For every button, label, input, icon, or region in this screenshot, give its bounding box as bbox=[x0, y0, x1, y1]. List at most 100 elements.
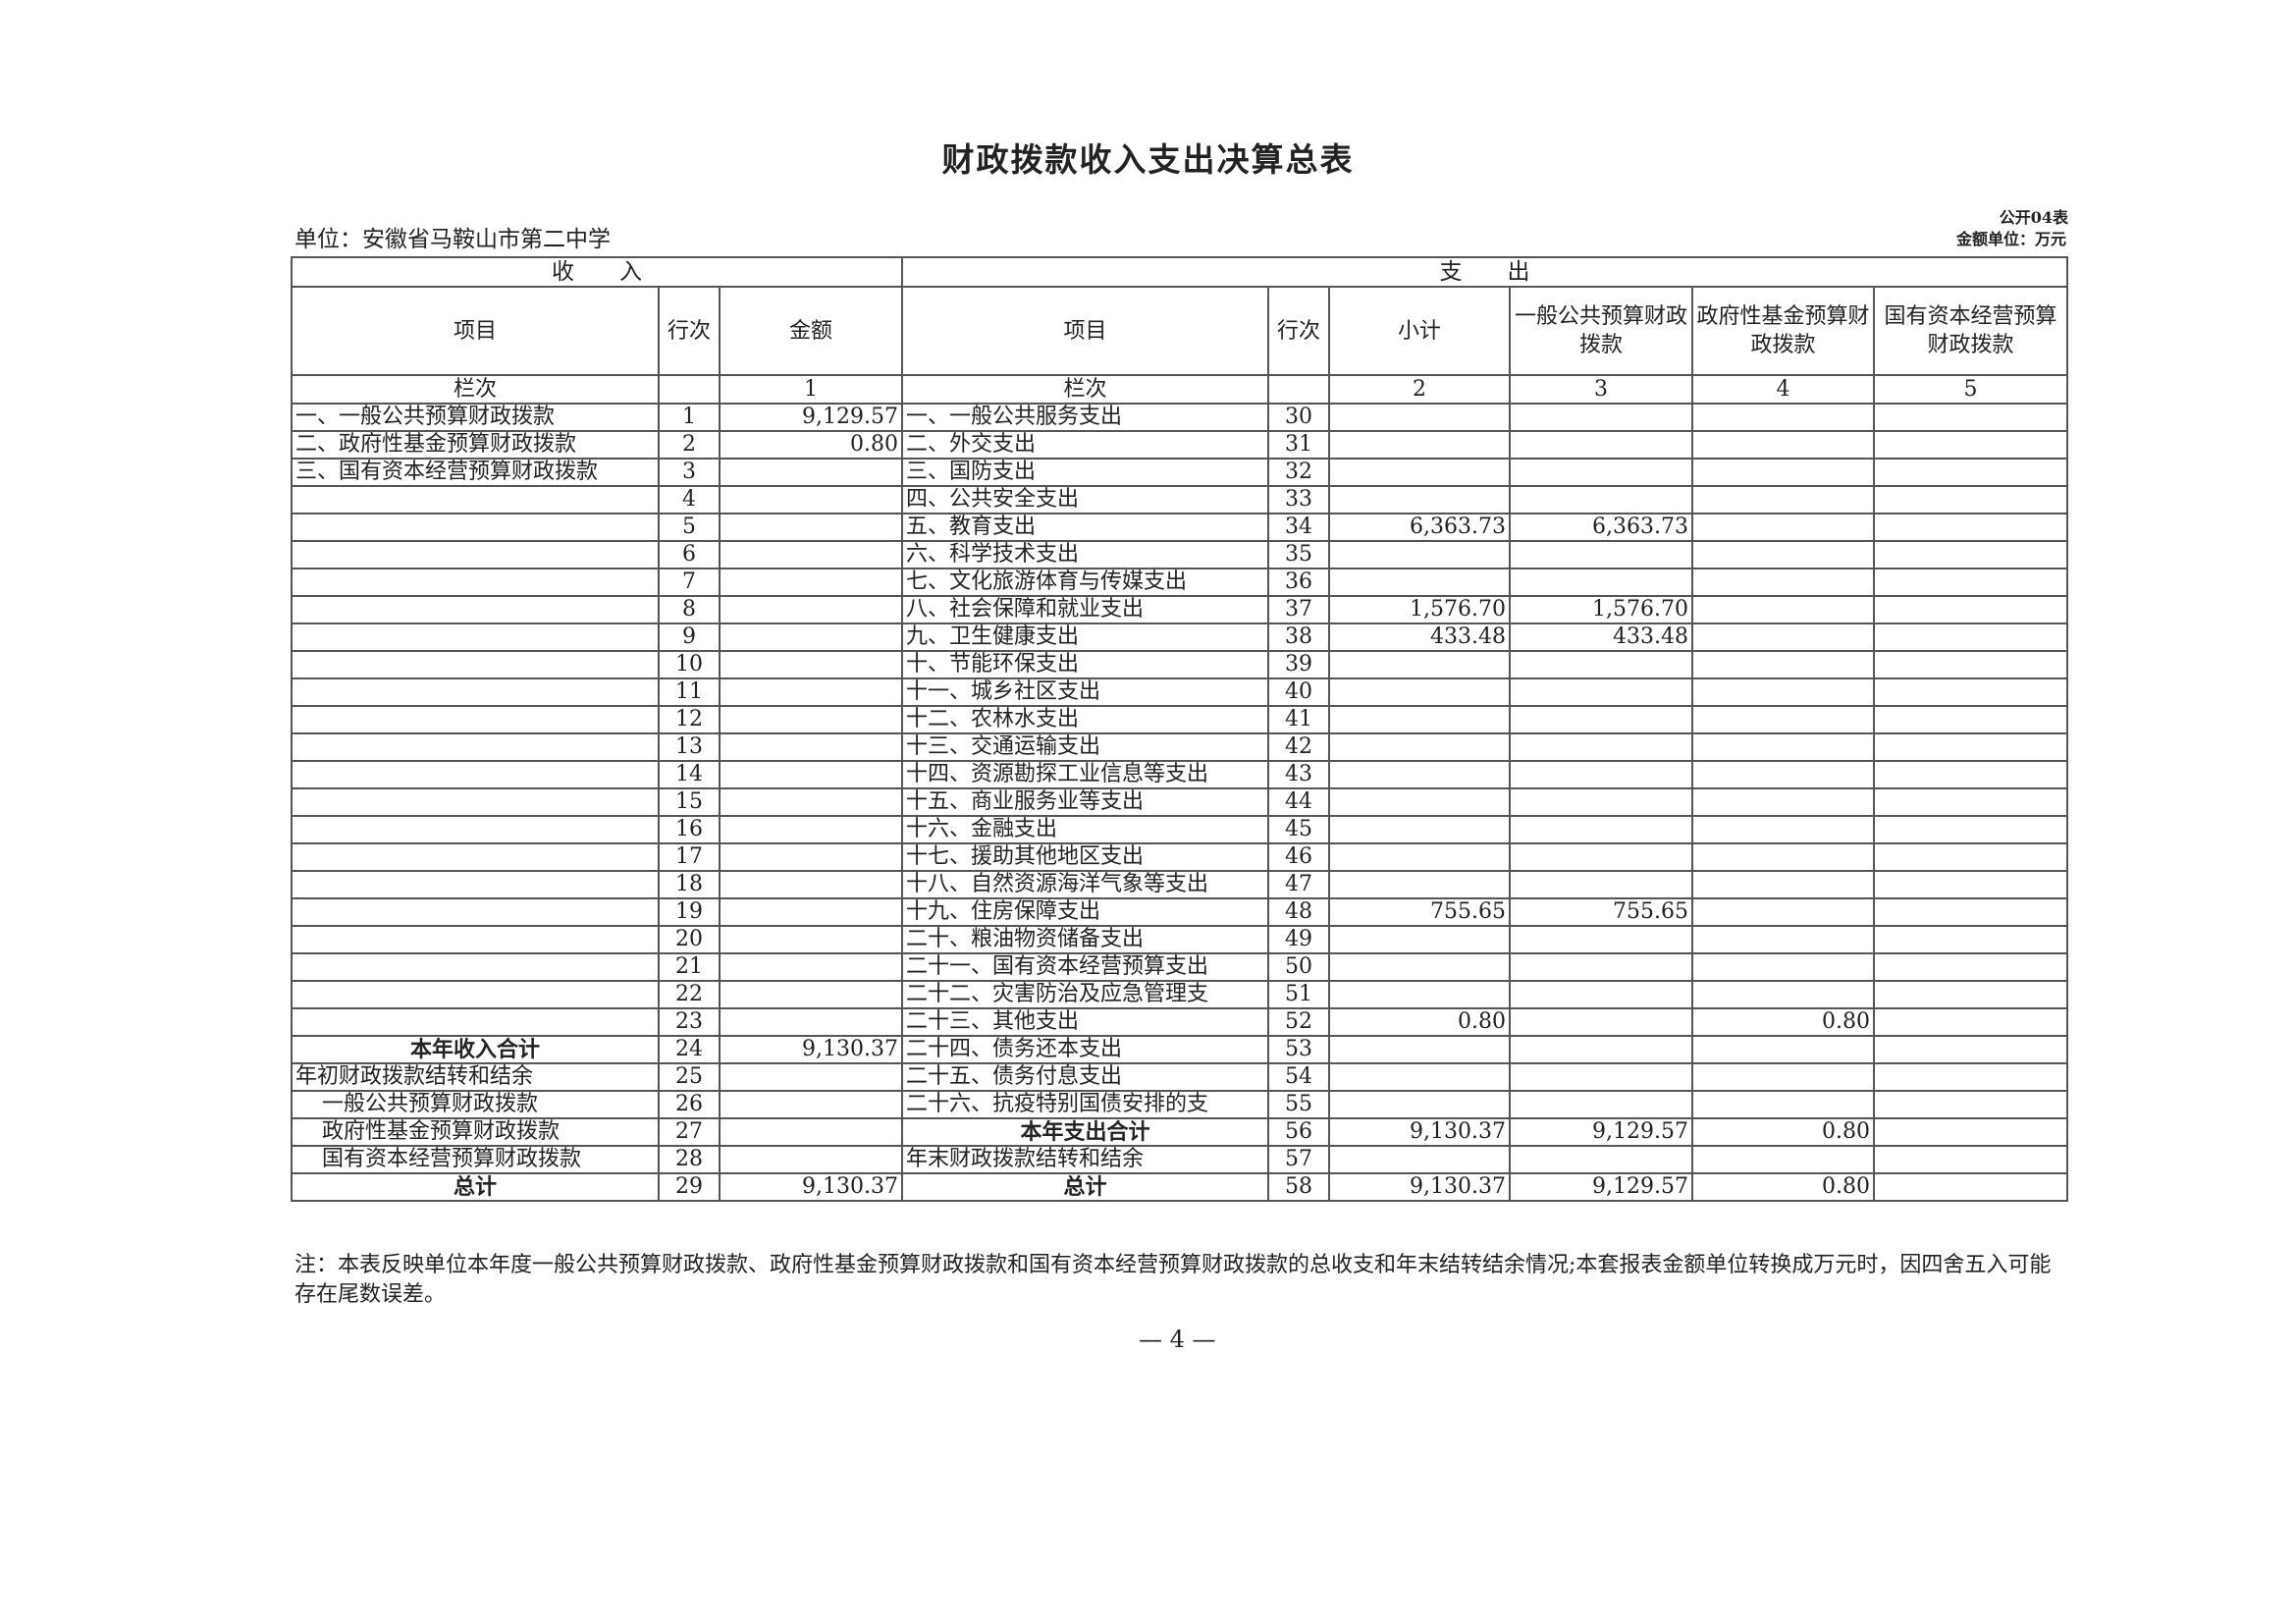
income-row-no-cell: 19 bbox=[658, 897, 721, 927]
expense-row-no-cell: 48 bbox=[1267, 897, 1331, 927]
money-unit: 金额单位：万元 bbox=[1955, 230, 2066, 248]
col-expense-row-no: 行次 bbox=[1267, 286, 1331, 376]
state-capital-cell bbox=[1873, 1035, 2069, 1064]
general-budget-cell: 1,576.70 bbox=[1509, 595, 1694, 624]
table-row: 本年收入合计 24 9,130.37 二十四、债务还本支出 53 bbox=[291, 1035, 2069, 1064]
subtotal-cell bbox=[1328, 732, 1512, 762]
expense-row-no-cell: 47 bbox=[1267, 870, 1331, 899]
income-row-no-cell: 6 bbox=[658, 540, 721, 569]
expense-row-no-cell: 56 bbox=[1267, 1117, 1331, 1147]
table-row: 总计 29 9,130.37 总计 58 9,130.37 9,129.57 0.80 bbox=[291, 1172, 2069, 1202]
expense-row-no-cell: 41 bbox=[1267, 705, 1331, 734]
general-budget-cell bbox=[1509, 458, 1694, 487]
gov-fund-cell bbox=[1691, 595, 1876, 624]
gov-fund-cell bbox=[1691, 705, 1876, 734]
income-row-no-cell: 17 bbox=[658, 842, 721, 872]
income-item-cell bbox=[291, 705, 660, 734]
gov-fund-cell bbox=[1691, 760, 1876, 789]
gov-fund-cell bbox=[1691, 842, 1876, 872]
expense-item-cell: 七、文化旅游体育与传媒支出 bbox=[901, 568, 1270, 597]
income-header: 收 入 bbox=[290, 256, 904, 288]
income-item-cell: 政府性基金预算财政拨款 bbox=[291, 1117, 660, 1147]
state-capital-cell bbox=[1873, 1090, 2069, 1119]
income-row-no-cell: 4 bbox=[658, 485, 721, 514]
state-capital-cell bbox=[1873, 1062, 2069, 1092]
subtotal-cell bbox=[1328, 403, 1512, 432]
subtotal-cell bbox=[1328, 870, 1512, 899]
income-amount-cell bbox=[718, 1117, 904, 1147]
income-item-cell bbox=[291, 760, 660, 789]
expense-item-cell: 二十五、债务付息支出 bbox=[901, 1062, 1270, 1092]
subtotal-cell: 9,130.37 bbox=[1328, 1117, 1512, 1147]
expense-header: 支 出 bbox=[901, 256, 2069, 288]
income-row-no-cell: 14 bbox=[658, 760, 721, 789]
income-row-no-cell: 29 bbox=[658, 1172, 721, 1202]
income-row-no-cell: 25 bbox=[658, 1062, 721, 1092]
expense-row-no-cell: 37 bbox=[1267, 595, 1331, 624]
expense-item-cell: 十五、商业服务业等支出 bbox=[901, 787, 1270, 817]
general-budget-cell bbox=[1509, 677, 1694, 707]
expense-item-cell: 十三、交通运输支出 bbox=[901, 732, 1270, 762]
subtotal-cell bbox=[1328, 458, 1512, 487]
income-item-cell bbox=[291, 787, 660, 817]
income-item-cell bbox=[291, 897, 660, 927]
col-expense-item: 项目 bbox=[901, 286, 1270, 376]
state-capital-cell bbox=[1873, 732, 2069, 762]
income-row-no-cell: 2 bbox=[658, 430, 721, 460]
table-row: 6 六、科学技术支出 35 bbox=[291, 540, 2069, 569]
column-index-row: 栏次 1 栏次 2 3 4 5 bbox=[291, 374, 2069, 405]
state-capital-cell bbox=[1873, 403, 2069, 432]
income-amount-cell bbox=[718, 513, 904, 542]
footnote: 注：本表反映单位本年度一般公共预算财政拨款、政府性基金预算财政拨款和国有资本经营… bbox=[294, 1253, 2052, 1307]
income-amount-cell bbox=[718, 540, 904, 569]
subtotal-cell: 6,363.73 bbox=[1328, 513, 1512, 542]
expense-item-cell: 二十一、国有资本经营预算支出 bbox=[901, 952, 1270, 982]
state-capital-cell bbox=[1873, 705, 2069, 734]
state-capital-cell bbox=[1873, 787, 2069, 817]
income-item-cell: 国有资本经营预算财政拨款 bbox=[291, 1145, 660, 1174]
expense-row-no-cell: 46 bbox=[1267, 842, 1331, 872]
income-row-no-cell: 18 bbox=[658, 870, 721, 899]
expense-item-cell: 二十三、其他支出 bbox=[901, 1007, 1270, 1037]
subtotal-cell bbox=[1328, 1145, 1512, 1174]
general-budget-cell: 433.48 bbox=[1509, 623, 1694, 652]
expense-row-no-cell: 43 bbox=[1267, 760, 1331, 789]
col-index-empty bbox=[658, 374, 721, 405]
expense-row-no-cell: 44 bbox=[1267, 787, 1331, 817]
gov-fund-cell: 0.80 bbox=[1691, 1117, 1876, 1147]
expense-row-no-cell: 39 bbox=[1267, 650, 1331, 679]
income-amount-cell: 9,130.37 bbox=[718, 1035, 904, 1064]
income-row-no-cell: 9 bbox=[658, 623, 721, 652]
gov-fund-cell bbox=[1691, 787, 1876, 817]
expense-item-cell: 二十、粮油物资储备支出 bbox=[901, 925, 1270, 954]
income-amount-cell bbox=[718, 815, 904, 844]
subtotal-cell bbox=[1328, 485, 1512, 514]
general-budget-cell: 6,363.73 bbox=[1509, 513, 1694, 542]
income-item-cell bbox=[291, 870, 660, 899]
income-item-cell bbox=[291, 925, 660, 954]
income-row-no-cell: 12 bbox=[658, 705, 721, 734]
subtotal-cell: 0.80 bbox=[1328, 1007, 1512, 1037]
table-row: 二、政府性基金预算财政拨款 2 0.80 二、外交支出 31 bbox=[291, 430, 2069, 460]
col-subtotal: 小计 bbox=[1328, 286, 1512, 376]
income-row-no-cell: 13 bbox=[658, 732, 721, 762]
income-amount-cell bbox=[718, 732, 904, 762]
table-row: 18 十八、自然资源海洋气象等支出 47 bbox=[291, 870, 2069, 899]
subtotal-cell bbox=[1328, 787, 1512, 817]
expense-item-cell: 年末财政拨款结转和结余 bbox=[901, 1145, 1270, 1174]
table-row: 5 五、教育支出 34 6,363.73 6,363.73 bbox=[291, 513, 2069, 542]
general-budget-cell bbox=[1509, 760, 1694, 789]
income-amount-cell: 0.80 bbox=[718, 430, 904, 460]
income-amount-cell bbox=[718, 705, 904, 734]
general-budget-cell bbox=[1509, 1062, 1694, 1092]
expense-row-no-cell: 30 bbox=[1267, 403, 1331, 432]
gov-fund-cell bbox=[1691, 623, 1876, 652]
gov-fund-cell bbox=[1691, 403, 1876, 432]
state-capital-cell bbox=[1873, 485, 2069, 514]
general-budget-cell bbox=[1509, 403, 1694, 432]
income-amount-cell bbox=[718, 870, 904, 899]
state-capital-cell bbox=[1873, 815, 2069, 844]
expense-row-no-cell: 45 bbox=[1267, 815, 1331, 844]
general-budget-cell bbox=[1509, 540, 1694, 569]
table-row: 一、一般公共预算财政拨款 1 9,129.57 一、一般公共服务支出 30 bbox=[291, 403, 2069, 432]
